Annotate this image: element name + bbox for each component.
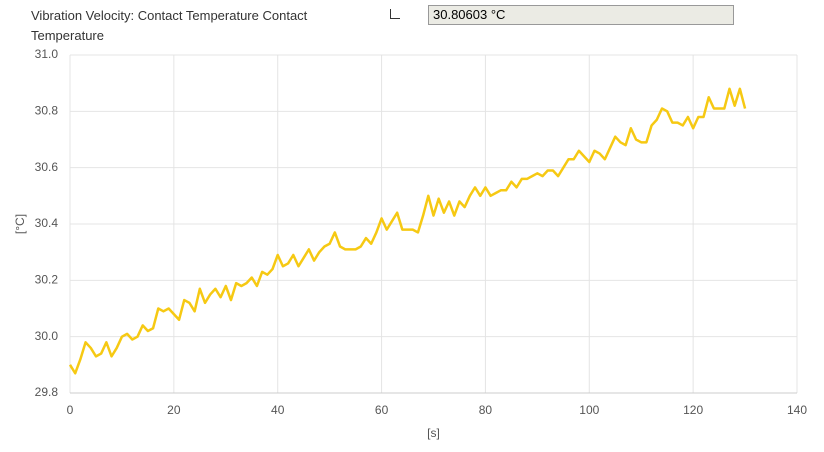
x-tick-label: 140 <box>787 403 807 417</box>
y-tick-label: 31.0 <box>35 47 59 61</box>
y-tick-label: 30.2 <box>35 273 59 287</box>
y-tick-label: 29.8 <box>35 385 59 399</box>
x-axis-label: [s] <box>427 426 440 440</box>
x-tick-label: 60 <box>375 403 389 417</box>
y-axis-label: [°C] <box>13 214 27 234</box>
x-tick-label: 20 <box>167 403 181 417</box>
current-value: 30.80603 °C <box>428 5 734 25</box>
x-tick-label: 100 <box>579 403 599 417</box>
x-tick-label: 40 <box>271 403 285 417</box>
x-tick-label: 80 <box>479 403 493 417</box>
x-tick-label: 120 <box>683 403 703 417</box>
y-tick-label: 30.8 <box>35 104 59 118</box>
y-tick-label: 30.0 <box>35 329 59 343</box>
y-tick-label: 30.4 <box>35 216 59 230</box>
data-line <box>68 87 747 375</box>
axis-icon[interactable] <box>390 9 400 19</box>
x-tick-label: 0 <box>67 403 74 417</box>
chart-title: Vibration Velocity: Contact Temperature … <box>31 8 308 43</box>
y-tick-label: 30.6 <box>35 160 59 174</box>
